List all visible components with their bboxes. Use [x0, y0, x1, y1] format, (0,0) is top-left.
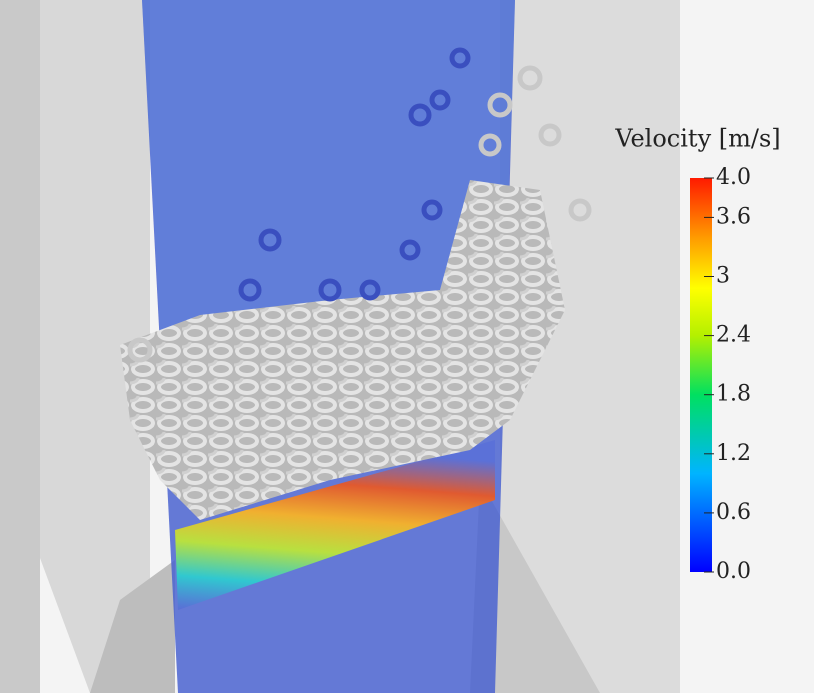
tick-label: 1.2 — [716, 441, 751, 466]
tick-label: 0.6 — [716, 500, 751, 525]
page: Velocity [m/s] 4.03.632.41.81.20.60.0 ((… — [0, 0, 814, 693]
tick-label: 1.8 — [716, 382, 751, 407]
hopper-wall — [0, 0, 40, 693]
tick-label: 3.6 — [716, 204, 751, 229]
colorbar-title: Velocity [m/s] — [614, 125, 780, 153]
tick-label: 4.0 — [716, 165, 751, 190]
tick-label: 0.0 — [716, 559, 751, 584]
tick-label: 3 — [716, 264, 730, 289]
scene: Velocity [m/s] 4.0 3.6 3 2.4 1.8 1.2 0.6 0.0 — [0, 0, 814, 693]
tick-label: 2.4 — [716, 323, 751, 348]
